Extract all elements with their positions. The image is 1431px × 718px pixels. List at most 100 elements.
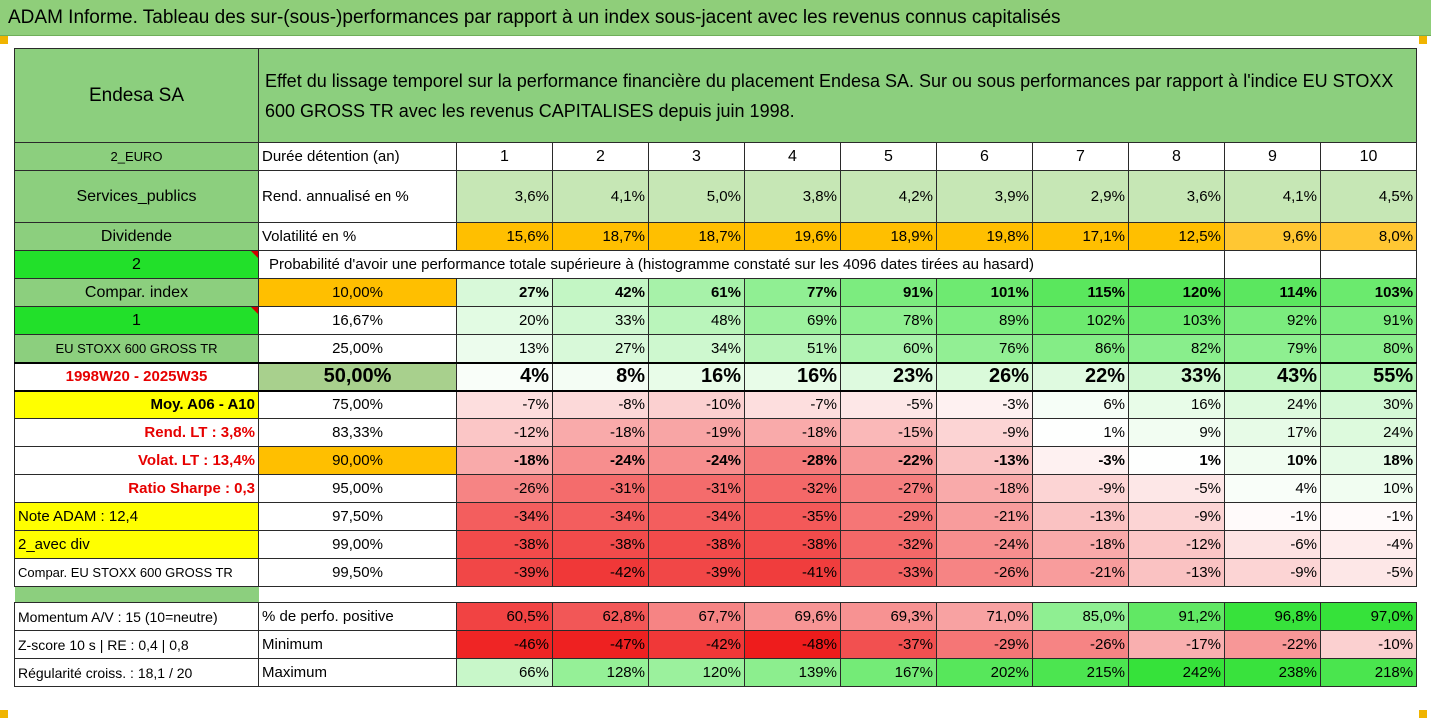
sharpe-label: Ratio Sharpe : 0,3: [14, 474, 259, 503]
quantile-value: 16%: [744, 361, 841, 392]
quantile-value: -26%: [456, 474, 553, 503]
year-header: 3: [648, 142, 745, 171]
quantile-value: 10%: [1224, 446, 1321, 475]
quantile-value: -34%: [648, 502, 745, 531]
vol-value: 19,8%: [936, 222, 1033, 251]
report-banner: ADAM Informe. Tableau des sur-(sous-)per…: [0, 0, 1431, 36]
quantile-value: -38%: [552, 530, 649, 559]
company-name: Endesa SA: [14, 48, 259, 143]
minimum-value: -46%: [456, 630, 553, 659]
quantile-value: 4%: [456, 361, 553, 392]
quantile-value: 33%: [552, 306, 649, 335]
spacer: [937, 587, 1033, 603]
positive-value: 69,3%: [840, 602, 937, 631]
quantile-value: -21%: [1032, 558, 1129, 587]
rend-label: Rend. annualisé en %: [258, 170, 457, 223]
spacer: [1129, 587, 1225, 603]
maximum-label: Maximum: [258, 658, 457, 687]
period-label: 1998W20 - 2025W35: [14, 361, 259, 392]
spacer: [841, 587, 937, 603]
table-row: [14, 586, 1417, 603]
rend-value: 3,6%: [1128, 170, 1225, 223]
flag-1: 1: [14, 306, 259, 335]
minimum-value: -10%: [1319, 630, 1418, 659]
table-row: Z-score 10 s | RE : 0,4 | 0,8 Minimum -46%…: [14, 630, 1418, 659]
quantile-value: -1%: [1319, 502, 1418, 531]
quantile-value: 60%: [840, 334, 937, 363]
quantile-level: 99,50%: [258, 558, 457, 587]
quantile-value: -4%: [1319, 530, 1418, 559]
quantile-value: -33%: [840, 558, 937, 587]
rend-value: 3,6%: [456, 170, 553, 223]
year-header: 7: [1032, 142, 1129, 171]
quantile-value: -5%: [840, 390, 937, 419]
quantile-value: 4%: [1224, 474, 1321, 503]
compar-label: Compar. index: [14, 278, 259, 307]
quantile-value: 24%: [1224, 390, 1321, 419]
quantile-value: 86%: [1032, 334, 1129, 363]
quantile-value: 22%: [1032, 361, 1129, 392]
quantile-value: -7%: [744, 390, 841, 419]
quantile-value: -39%: [648, 558, 745, 587]
vol-label: Volatilité en %: [258, 222, 457, 251]
quantile-value: -3%: [1032, 446, 1129, 475]
corner-marker: [1419, 710, 1427, 718]
maximum-value: 202%: [936, 658, 1033, 687]
spacer: [1033, 587, 1129, 603]
positive-value: 67,7%: [648, 602, 745, 631]
quantile-value: -28%: [744, 446, 841, 475]
maximum-value: 66%: [456, 658, 553, 687]
quantile-value: -5%: [1319, 558, 1418, 587]
quantile-value: -13%: [1032, 502, 1129, 531]
quantile-value: 51%: [744, 334, 841, 363]
rend-value: 2,9%: [1032, 170, 1129, 223]
quantile-value: 48%: [648, 306, 745, 335]
quantile-value: -9%: [1128, 502, 1225, 531]
quantile-value: -41%: [744, 558, 841, 587]
sector-label: Services_publics: [14, 170, 259, 223]
quantile-value: 103%: [1128, 306, 1225, 335]
positive-value: 85,0%: [1032, 602, 1129, 631]
rend-value: 3,9%: [936, 170, 1033, 223]
vol-value: 9,6%: [1224, 222, 1321, 251]
quantile-value: 114%: [1224, 278, 1321, 307]
spacer: [14, 586, 259, 603]
rend-lt-label: Rend. LT : 3,8%: [14, 418, 259, 447]
quantile-level: 25,00%: [258, 334, 457, 363]
momentum-label: Momentum A/V : 15 (10=neutre): [14, 602, 259, 631]
holding-label: Durée détention (an): [258, 142, 457, 171]
quantile-value: -35%: [744, 502, 841, 531]
spacer: [553, 587, 649, 603]
probability-title: Probabilité d'avoir une performance tota…: [258, 250, 1225, 279]
quantile-value: 120%: [1128, 278, 1225, 307]
table-row: Ratio Sharpe : 0,3 95,00% -26% -31% -31% -32%…: [14, 474, 1418, 503]
quantile-value: -18%: [936, 474, 1033, 503]
quantile-value: -13%: [1128, 558, 1225, 587]
minimum-value: -37%: [840, 630, 937, 659]
positive-value: 71,0%: [936, 602, 1033, 631]
quantile-value: 92%: [1224, 306, 1321, 335]
quantile-value: 23%: [840, 361, 937, 392]
spacer: [1321, 587, 1417, 603]
quantile-value: 1%: [1128, 446, 1225, 475]
quantile-value: -22%: [840, 446, 937, 475]
quantile-value: -15%: [840, 418, 937, 447]
spacer: [649, 587, 745, 603]
quantile-value: -19%: [648, 418, 745, 447]
spacer: [745, 587, 841, 603]
quantile-value: 101%: [936, 278, 1033, 307]
spacer: [1225, 587, 1321, 603]
quantile-value: -38%: [648, 530, 745, 559]
maximum-value: 215%: [1032, 658, 1129, 687]
compar-index-label: Compar. EU STOXX 600 GROSS TR: [14, 558, 259, 587]
quantile-value: -24%: [552, 446, 649, 475]
table-row: 2 Probabilité d'avoir une performance tot…: [14, 250, 1418, 279]
table-row: Note ADAM : 12,4 97,50% -34% -34% -34% -35% -2…: [14, 502, 1418, 531]
maximum-value: 128%: [552, 658, 649, 687]
quantile-value: 34%: [648, 334, 745, 363]
empty-cell: [1319, 250, 1418, 279]
quantile-value: -18%: [744, 418, 841, 447]
year-header: 2: [552, 142, 649, 171]
quantile-value: 1%: [1032, 418, 1129, 447]
quantile-value: -8%: [552, 390, 649, 419]
